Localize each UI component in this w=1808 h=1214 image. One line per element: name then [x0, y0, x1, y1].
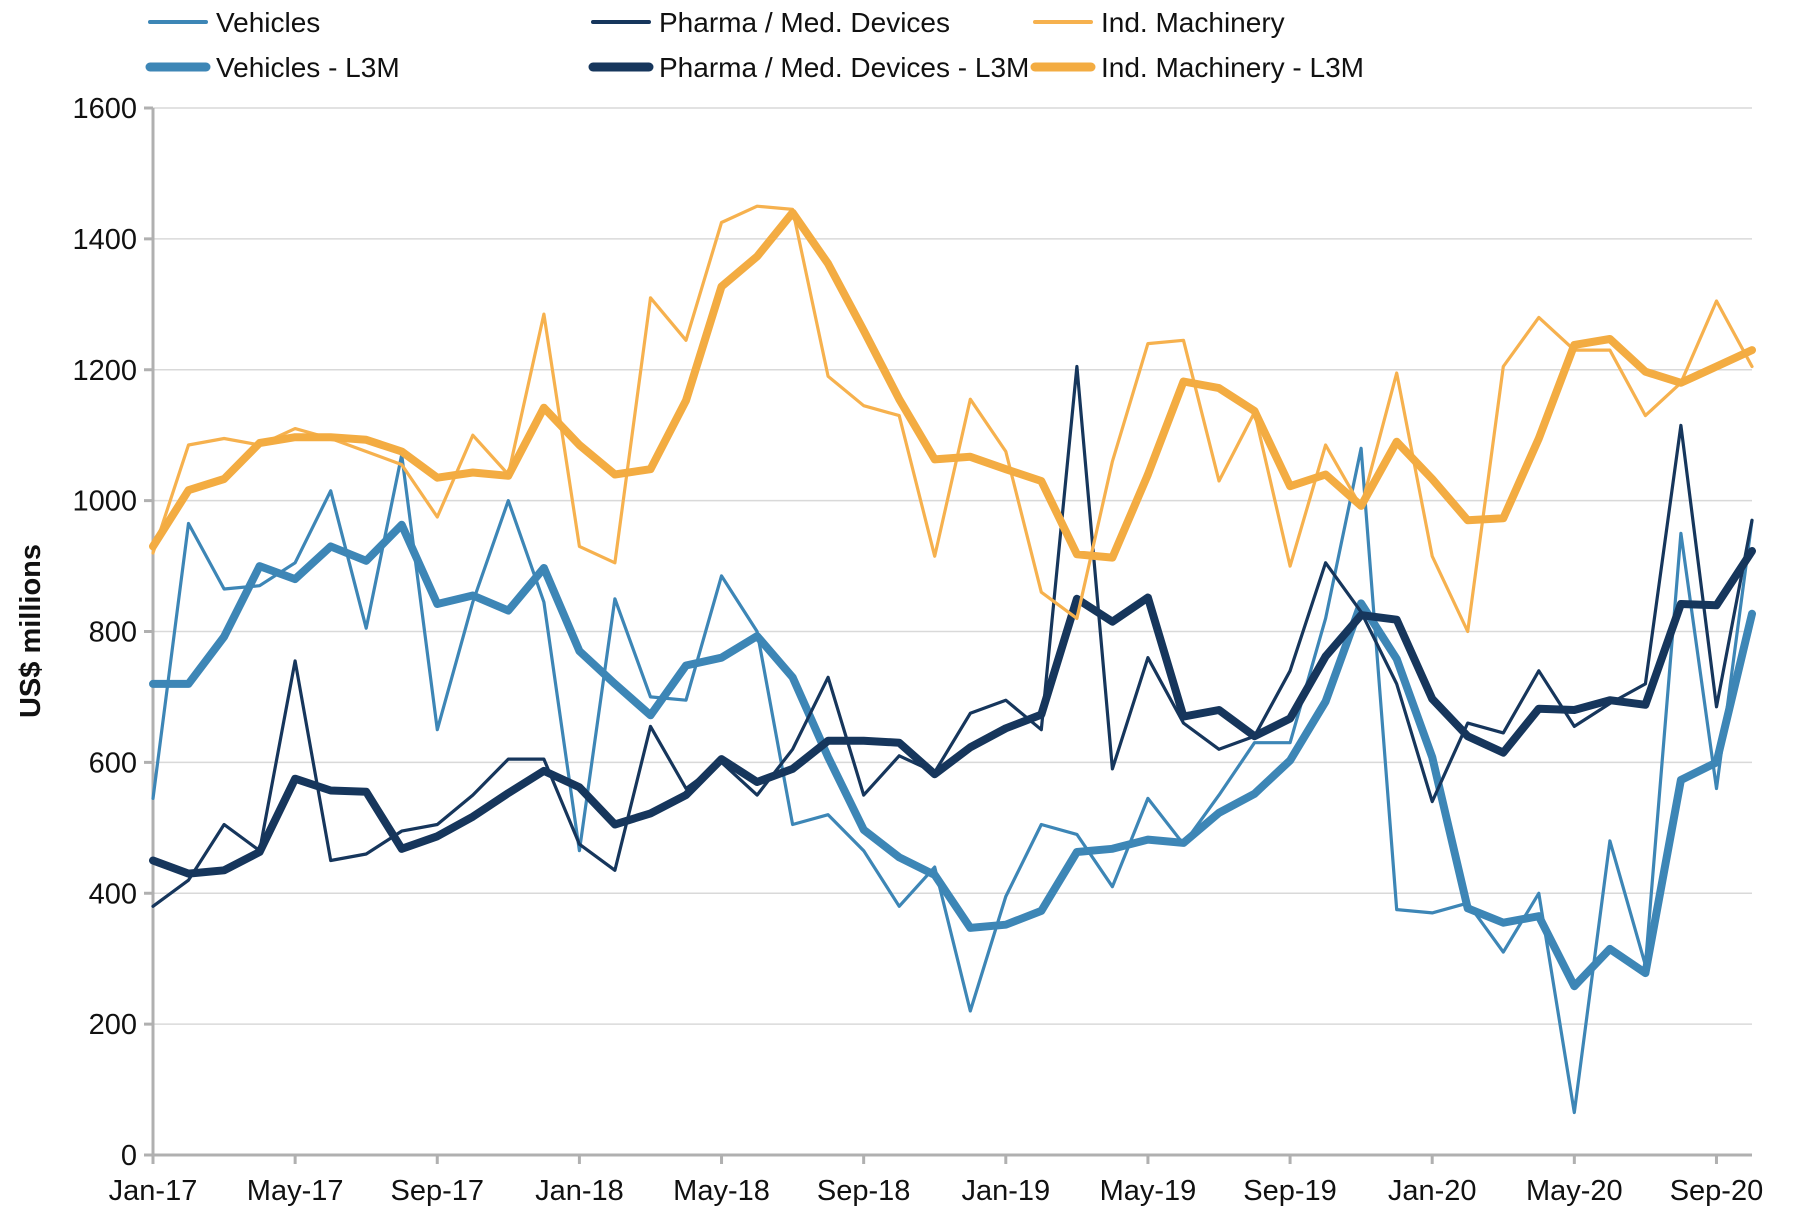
y-tick-label-800: 800 [89, 617, 137, 649]
series-line-pharma-med-devices-l3m [149, 547, 1756, 878]
gridlines [153, 107, 1752, 1025]
legend-item-ind-machinery: Ind. Machinery [1033, 7, 1285, 38]
series-line-vehicles-l3m [149, 520, 1756, 991]
legend-item-pharma-med-devices: Pharma / Med. Devices [591, 7, 950, 38]
y-tick-label-0: 0 [121, 1140, 137, 1172]
legend-item-vehicles: Vehicles [148, 7, 320, 38]
series-lines [149, 204, 1756, 1115]
x-tick-label-Jan-19: Jan-19 [961, 1175, 1050, 1207]
x-tick-label-Jan-20: Jan-20 [1388, 1175, 1477, 1207]
x-tick-label-Sep-20: Sep-20 [1670, 1175, 1764, 1207]
series-line-vehicles [151, 446, 1754, 1115]
series-line-ind-machinery [151, 204, 1754, 634]
legend-label: Pharma / Med. Devices [659, 7, 950, 38]
y-tick-label-600: 600 [89, 747, 137, 779]
x-tick-label-Sep-19: Sep-19 [1243, 1175, 1337, 1207]
y-tick-label-1000: 1000 [72, 486, 137, 518]
series-line-ind-machinery-l3m [149, 208, 1756, 562]
legend-item-vehicles-l3m: Vehicles - L3M [145, 52, 400, 83]
legend-label: Ind. Machinery - L3M [1101, 52, 1364, 83]
legend-label: Pharma / Med. Devices - L3M [659, 52, 1029, 83]
legend-label: Ind. Machinery [1101, 7, 1285, 38]
y-tick-label-1200: 1200 [72, 355, 137, 387]
x-tick-label-May-17: May-17 [247, 1175, 344, 1207]
axes: 0 200 400 600 800 1000 1200 1400 1600 Jan-17 May-1… [72, 93, 1763, 1207]
x-tick-label-Sep-17: Sep-17 [391, 1175, 485, 1207]
x-tick-label-May-19: May-19 [1100, 1175, 1197, 1207]
y-tick-label-1600: 1600 [72, 93, 137, 125]
y-axis-title: US$ millions [15, 544, 47, 718]
x-tick-label-May-18: May-18 [673, 1175, 770, 1207]
legend-label: Vehicles [216, 7, 320, 38]
x-tick-label-Sep-18: Sep-18 [817, 1175, 911, 1207]
legend-label: Vehicles - L3M [216, 52, 400, 83]
x-tick-label-Jan-17: Jan-17 [109, 1175, 198, 1207]
x-tick-label-May-20: May-20 [1526, 1175, 1623, 1207]
legend-item-ind-machinery-l3m: Ind. Machinery - L3M [1030, 52, 1364, 83]
x-tick-label-Jan-18: Jan-18 [535, 1175, 624, 1207]
y-tick-label-400: 400 [89, 878, 137, 910]
legend: Vehicles Vehicles - L3M Pharma / Med. Devi… [145, 7, 1364, 83]
legend-item-pharma-med-devices-l3m: Pharma / Med. Devices - L3M [588, 52, 1029, 83]
y-tick-label-1400: 1400 [72, 224, 137, 256]
y-tick-label-200: 200 [89, 1009, 137, 1041]
series-line-pharma-med-devices [151, 364, 1754, 908]
